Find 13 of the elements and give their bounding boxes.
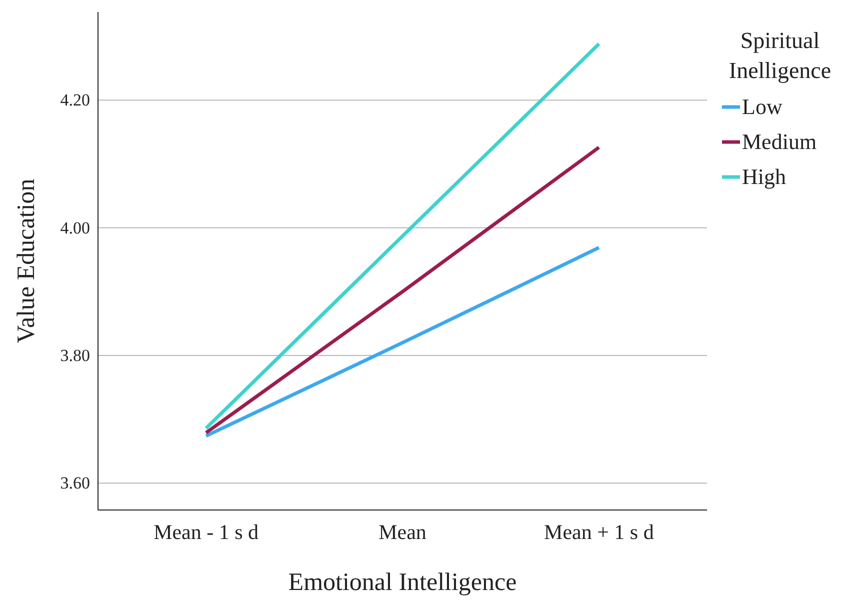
y-tick-label: 4.20 [60, 90, 90, 110]
legend-title: Spiritual Inelligence [728, 28, 832, 83]
legend-label: High [742, 164, 786, 189]
y-tick-label: 3.60 [60, 474, 90, 493]
x-tick-label: Mean [378, 520, 427, 544]
legend-label: Medium [742, 129, 817, 154]
y-tick-label: 4.00 [60, 218, 90, 238]
y-tick-label: 3.80 [60, 346, 90, 365]
x-tick-label: Mean + 1 s d [544, 520, 654, 544]
y-axis-title: Value Education [13, 178, 40, 344]
x-tick-label: Mean - 1 s d [154, 520, 260, 544]
x-axis-title: Emotional Intelligence [288, 569, 517, 596]
legend-label: Low [742, 94, 782, 119]
